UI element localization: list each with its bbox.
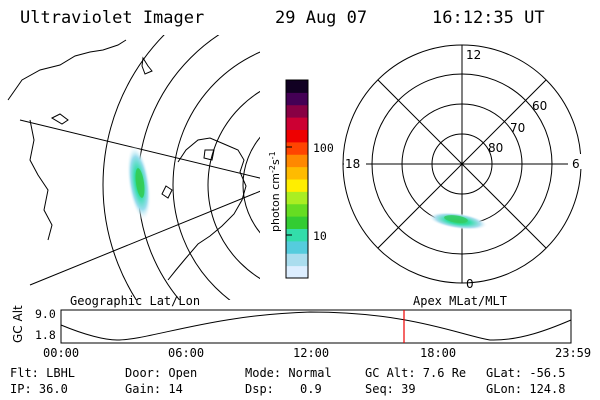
mlt-label-12: 12 bbox=[466, 48, 481, 62]
colorbar-cell bbox=[286, 166, 308, 180]
altitude-xtick-1: 06:00 bbox=[168, 346, 205, 360]
altitude-ytick-low: 1.8 bbox=[35, 328, 56, 342]
colorbar-cell bbox=[286, 203, 308, 217]
colorbar-cell bbox=[286, 179, 308, 192]
geographic-longitude: GLon: 124.8 bbox=[486, 382, 566, 396]
mode-status: Mode: Normal bbox=[245, 366, 332, 380]
colorbar-cell bbox=[286, 253, 308, 267]
colorbar-cell bbox=[286, 117, 308, 130]
colorbar-cell bbox=[286, 191, 308, 205]
colorbar-cell bbox=[286, 240, 308, 254]
door-status: Door: Open bbox=[125, 366, 198, 380]
latitude-circles bbox=[102, 35, 260, 300]
altitude-xtick-2: 12:00 bbox=[293, 346, 330, 360]
colorbar-cell bbox=[286, 92, 308, 106]
colorbar-cell bbox=[286, 228, 308, 242]
mlat-label-80: 80 bbox=[488, 141, 503, 155]
polar-mlat-mlt-plot: 18 6 12 0 60 70 80 bbox=[342, 44, 582, 291]
mlt-label-18: 18 bbox=[345, 157, 360, 171]
dsp-label: Dsp: bbox=[245, 382, 274, 396]
coastlines bbox=[7, 39, 247, 281]
colorbar-cell bbox=[286, 80, 308, 93]
colorbar-cell bbox=[286, 129, 308, 143]
altitude-ylabel: GC Alt bbox=[11, 305, 25, 343]
instrument-title: Ultraviolet Imager bbox=[20, 8, 205, 28]
mlt-label-6: 6 bbox=[572, 157, 580, 171]
colorbar-cell bbox=[286, 141, 308, 155]
sequence-status: Seq: 39 bbox=[365, 382, 416, 396]
geographic-latitude: GLat: -56.5 bbox=[486, 366, 566, 380]
altitude-curve bbox=[60, 311, 572, 341]
colorbar-cell bbox=[286, 216, 308, 229]
altitude-plot-frame bbox=[60, 309, 572, 344]
geographic-panel-label: Geographic Lat/Lon bbox=[70, 294, 201, 308]
colorbar-cell bbox=[286, 265, 308, 279]
mlat-label-70: 70 bbox=[510, 121, 525, 135]
date-label: 29 Aug 07 bbox=[275, 8, 368, 28]
polar-aurora bbox=[428, 212, 488, 230]
altitude-xtick-4: 23:59 bbox=[555, 346, 592, 360]
colorbar-tick-label-10: 10 bbox=[313, 229, 327, 243]
longitude-lines bbox=[19, 119, 260, 286]
polar-panel-label: Apex MLat/MLT bbox=[413, 294, 507, 308]
gc-altitude-status: GC Alt: 7.6 Re bbox=[365, 366, 467, 380]
mlat-label-60: 60 bbox=[532, 99, 547, 113]
mlt-line-diag-2 bbox=[377, 79, 547, 249]
colorbar-axis-label: photon cm-2s-1 bbox=[268, 151, 282, 232]
geographic-aurora bbox=[126, 145, 152, 221]
gain-status: Gain: 14 bbox=[125, 382, 183, 396]
colorbar: photon cm-2s-1 bbox=[268, 79, 309, 279]
altitude-xtick-0: 00:00 bbox=[43, 346, 80, 360]
time-label: 16:12:35 UT bbox=[432, 8, 545, 28]
colorbar-tick-label-100: 100 bbox=[313, 141, 334, 155]
colorbar-cell bbox=[286, 154, 308, 168]
altitude-xtick-3: 18:00 bbox=[420, 346, 457, 360]
dsp-value: 0.9 bbox=[300, 382, 322, 396]
colorbar-cell bbox=[286, 104, 308, 118]
mlt-label-0: 0 bbox=[466, 277, 474, 291]
ip-status: IP: 36.0 bbox=[10, 382, 68, 396]
altitude-ytick-high: 9.0 bbox=[35, 307, 56, 321]
filter-status: Flt: LBHL bbox=[10, 366, 76, 380]
colorbar-frame bbox=[285, 79, 309, 279]
colorbar-cells bbox=[286, 80, 308, 279]
geographic-map bbox=[7, 35, 260, 300]
altitude-plot: GC Alt bbox=[11, 305, 572, 344]
